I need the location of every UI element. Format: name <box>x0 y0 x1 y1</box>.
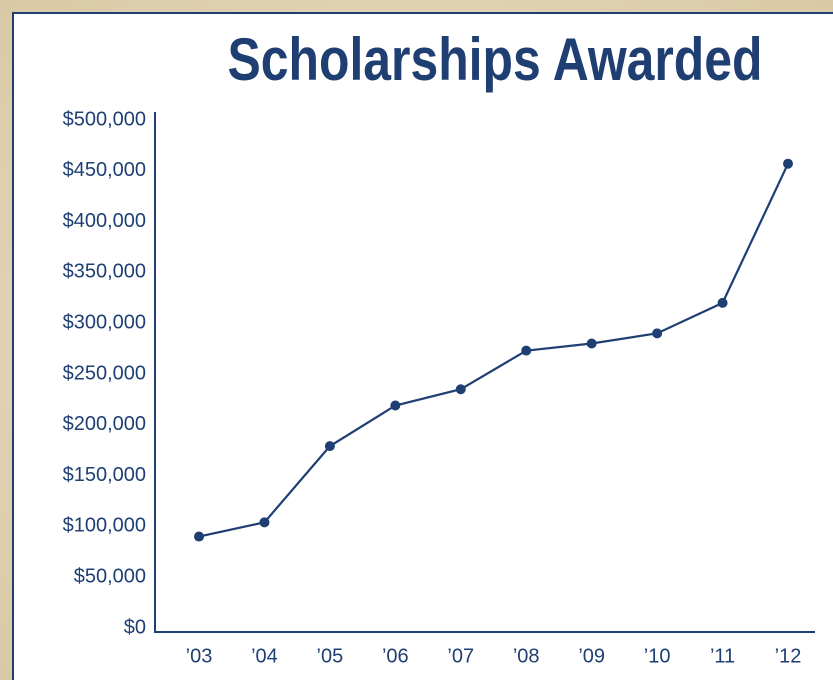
line <box>198 163 789 538</box>
point <box>455 384 466 395</box>
y-tick-label: $100,000 <box>63 515 146 537</box>
x-tick-label: ’05 <box>317 645 344 667</box>
y-tick-label: $50,000 <box>74 565 146 587</box>
point <box>259 517 270 528</box>
x-tick-label: ’03 <box>186 645 213 667</box>
y-tick-label: $200,000 <box>63 413 146 435</box>
x-tick-label: ’06 <box>382 645 409 667</box>
point <box>521 345 532 356</box>
point <box>390 400 401 411</box>
y-tick-label: $400,000 <box>63 210 146 232</box>
chart-title: Scholarships Awarded <box>228 26 763 93</box>
point <box>717 297 728 308</box>
panel <box>12 12 833 680</box>
x-tick-label: ’08 <box>513 645 540 667</box>
y-tick-label: $450,000 <box>63 159 146 181</box>
y-tick-label: $300,000 <box>63 311 146 333</box>
x-tick-label: ’04 <box>251 645 278 667</box>
y-tick-label: $150,000 <box>63 464 146 486</box>
point <box>194 531 204 542</box>
y-tick-label: $250,000 <box>63 362 146 384</box>
y-tick-label: $350,000 <box>63 261 146 283</box>
x-tick-label: ’10 <box>644 645 671 667</box>
x-tick-label: ’07 <box>447 645 474 667</box>
point <box>324 441 335 452</box>
x-tick-label: ’09 <box>578 645 605 667</box>
y-tick-label: $500,000 <box>63 108 146 130</box>
x-tick-label: ’11 <box>710 645 735 667</box>
y-tick-label: $0 <box>124 616 146 638</box>
point <box>652 328 663 339</box>
x-tick-label: ’12 <box>775 645 802 667</box>
point <box>783 158 793 169</box>
point <box>586 338 597 349</box>
